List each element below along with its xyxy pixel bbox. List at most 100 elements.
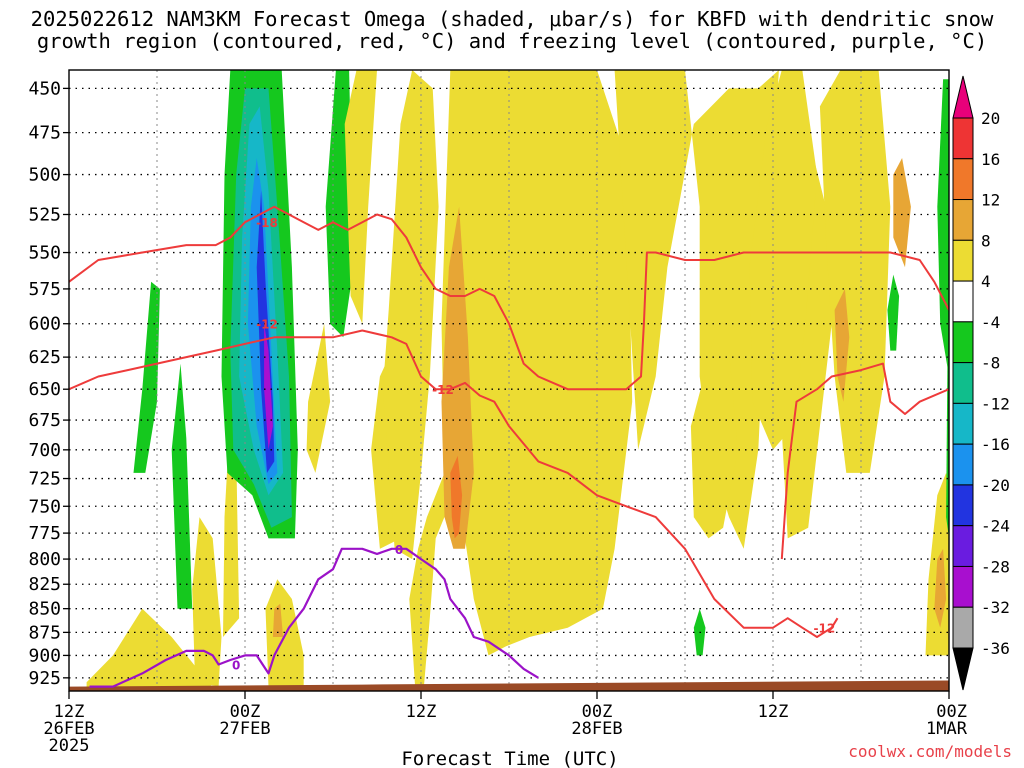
freezing-level-label: 0	[232, 658, 240, 672]
dgz-contour-label: -12	[432, 383, 454, 397]
omega-region	[441, 206, 474, 549]
colorbar-swatch	[952, 606, 974, 649]
colorbar-swatch	[952, 199, 974, 241]
colorbar-swatch	[952, 402, 974, 445]
dgz-contour-line	[69, 329, 839, 638]
y-tick-label: 700	[28, 440, 61, 461]
colorbar-label: -36	[981, 639, 1010, 658]
omega-region	[893, 158, 911, 268]
title-line-1: 2025022612 NAM3KM Forecast Omega (shaded…	[30, 7, 994, 31]
dgz-contour-line	[69, 205, 949, 391]
terrain-surface	[69, 680, 949, 691]
colorbar-top-arrow	[952, 75, 974, 119]
plot-frame	[68, 69, 950, 692]
omega-region	[382, 70, 439, 560]
omega-region	[614, 70, 779, 549]
colorbar-swatch	[952, 239, 974, 282]
x-tick-label: 00Z	[936, 702, 967, 722]
source-url: coolwx.com/models	[848, 742, 1012, 761]
y-tick-label: 750	[28, 496, 61, 517]
colorbar-label: 16	[981, 150, 1000, 169]
y-tick-label: 925	[28, 668, 61, 689]
colorbar-label: -8	[981, 354, 1000, 373]
freezing-level-contour	[89, 547, 539, 688]
y-tick-label: 550	[28, 243, 61, 264]
colorbar-swatch	[952, 117, 974, 160]
y-tick-label: 900	[28, 645, 61, 666]
omega-region	[450, 455, 463, 539]
colorbar-label: -24	[981, 517, 1010, 536]
x-tick-label: 26FEB	[43, 719, 94, 739]
y-tick-label: 825	[28, 574, 61, 595]
x-tick-label: 00Z	[582, 702, 613, 722]
omega-region	[344, 70, 377, 324]
colorbar-swatch	[952, 280, 974, 323]
omega-region	[306, 323, 331, 473]
colorbar-swatch	[952, 158, 974, 201]
omega-region	[690, 337, 738, 539]
chart-title: 2025022612 NAM3KM Forecast Omega (shaded…	[0, 8, 1024, 52]
y-tick-label: 525	[28, 204, 61, 225]
omega-region	[86, 608, 216, 691]
colorbar-swatch	[952, 362, 974, 404]
y-tick-label: 850	[28, 599, 61, 620]
y-tick-label: 800	[28, 549, 61, 570]
terrain-fill	[69, 680, 949, 691]
colorbar-label: -28	[981, 557, 1010, 576]
colorbar-bottom-arrow	[952, 647, 974, 691]
omega-region	[819, 70, 891, 473]
colorbar-label: 8	[981, 231, 991, 250]
colorbar-swatch	[952, 443, 974, 486]
dgz-contour-label: -12	[256, 318, 278, 332]
x-tick-label: 12Z	[758, 702, 789, 722]
omega-shaded-regions	[86, 70, 949, 691]
colorbar-label: -16	[981, 435, 1010, 454]
omega-region	[171, 363, 193, 609]
omega-region	[937, 79, 949, 377]
omega-region	[887, 274, 900, 351]
x-tick-label: 2025	[49, 736, 90, 756]
freezing-level-label: 0	[395, 543, 403, 557]
colorbar-label: -12	[981, 394, 1010, 413]
colorbar-label: -4	[981, 313, 1000, 332]
colorbar-swatch	[952, 321, 974, 364]
x-tick-label: 00Z	[230, 702, 261, 722]
x-tick-label: 27FEB	[219, 719, 270, 739]
y-tick-label: 675	[28, 410, 61, 431]
colorbar-swatch	[952, 565, 974, 608]
y-tick-label: 475	[28, 123, 61, 144]
y-tick-label: 500	[28, 165, 61, 186]
omega-region	[272, 603, 284, 637]
colorbar-label: 4	[981, 272, 991, 291]
y-tick-label: 575	[28, 279, 61, 300]
y-tick-label: 450	[28, 78, 61, 99]
y-tick-label: 625	[28, 347, 61, 368]
omega-region	[934, 548, 947, 628]
omega-region	[409, 70, 633, 687]
colorbar-label: 12	[981, 191, 1000, 210]
colorbar: 20 16 12 8 4 -4 -8 -12 -16 -20 -24 -28 -32 -36	[952, 75, 1010, 691]
x-tick-label: 12Z	[406, 702, 437, 722]
y-tick-label: 875	[28, 622, 61, 643]
colorbar-label: 20	[981, 109, 1000, 128]
dgz-contour-line	[780, 362, 949, 560]
omega-region	[223, 438, 240, 637]
colorbar-swatch	[952, 525, 974, 567]
omega-region	[133, 281, 160, 473]
x-tick-label: 12Z	[54, 702, 85, 722]
colorbar-label: -32	[981, 598, 1010, 617]
y-tick-label: 600	[28, 314, 61, 335]
x-tick-label: 1MAR	[926, 719, 968, 739]
colorbar-label: -20	[981, 476, 1010, 495]
omega-region	[946, 323, 949, 539]
y-tick-label: 725	[28, 469, 61, 490]
y-axis: 450 475 500 525 550 575 600 625 650 675 700 725 750 7…	[28, 78, 69, 689]
contour-lines: -18 -12 -12 -12 0 0	[69, 205, 949, 688]
x-tick-label: 28FEB	[571, 719, 622, 739]
title-line-2: growth region (contoured, red, °C) and f…	[36, 29, 988, 53]
dgz-contour-label: -12	[813, 622, 835, 636]
colorbar-swatch	[952, 484, 974, 527]
y-tick-label: 775	[28, 523, 61, 544]
